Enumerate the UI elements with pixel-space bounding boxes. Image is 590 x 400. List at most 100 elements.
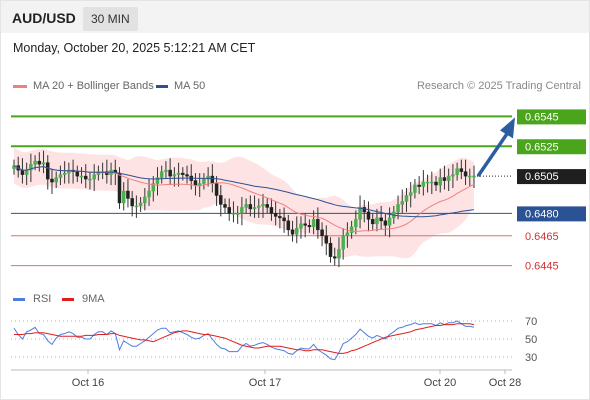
candle-body: [58, 174, 63, 178]
legend-9ma-label: 9MA: [82, 293, 105, 305]
candle-body: [286, 220, 291, 231]
forecast-arrow-shaft: [476, 131, 510, 178]
candle-body: [442, 177, 447, 181]
candle-body: [235, 213, 240, 215]
candle-body: [54, 177, 58, 183]
candle-body: [257, 205, 261, 208]
candle-body: [62, 172, 67, 175]
candle-body: [375, 217, 379, 225]
candle-body: [172, 174, 177, 177]
candle-body: [88, 178, 92, 181]
candle-body: [295, 228, 299, 235]
candle-body: [151, 183, 156, 192]
legend-ma20-label: MA 20 + Bollinger Bands: [33, 80, 154, 92]
candle-body: [248, 204, 253, 210]
rsi-tick-label: 30: [525, 352, 537, 364]
candle-body: [324, 235, 329, 244]
candle-body: [143, 196, 147, 204]
copyright-text: Research © 2025 Trading Central: [416, 80, 581, 92]
candle-body: [459, 168, 464, 172]
candle-body: [358, 207, 362, 220]
level-label-5: 0.6445: [525, 261, 559, 273]
candle-body: [366, 211, 371, 220]
candle-body: [345, 232, 350, 237]
candle-body: [240, 207, 244, 214]
candle-body: [117, 172, 122, 204]
candle-body: [290, 229, 295, 235]
candle-body: [311, 219, 316, 228]
legend-rsi: RSI: [13, 293, 51, 305]
candle-body: [20, 169, 25, 175]
legend-ma50-label: MA 50: [174, 80, 206, 92]
x-tick-label: Oct 28: [489, 377, 521, 389]
candle-body: [134, 205, 139, 208]
candle-body: [159, 171, 164, 178]
candle-body: [354, 219, 358, 228]
level-label-2: 0.6505: [525, 171, 559, 183]
candle-body: [337, 248, 341, 259]
candle-body: [121, 190, 126, 204]
candle-body: [176, 172, 181, 175]
candle-body: [379, 217, 383, 222]
candle-body: [417, 184, 421, 187]
rsi-tick-label: 50: [525, 334, 537, 346]
candle-body: [303, 223, 307, 226]
candle-body: [210, 175, 215, 184]
header-bar: AUD/USD 30 MIN: [1, 1, 589, 33]
candle-body: [79, 175, 84, 178]
candle-body: [307, 225, 312, 228]
candle-body: [273, 213, 278, 217]
level-label-3: 0.6480: [525, 208, 559, 220]
rsi-tick-label: 70: [525, 316, 537, 328]
rsi-line: [13, 320, 475, 361]
candle-body: [396, 204, 400, 213]
level-label-box-2: [517, 169, 586, 185]
candle-body: [387, 217, 392, 226]
bollinger-band: [14, 147, 474, 259]
candle-body: [206, 175, 210, 180]
candle-body: [244, 204, 248, 208]
candle-body: [425, 181, 430, 184]
candle-body: [83, 175, 88, 180]
candle-body: [430, 181, 434, 184]
candle-body: [164, 169, 168, 172]
candle-body: [24, 169, 29, 175]
candle-body: [67, 169, 71, 174]
legend-rsi-swatch: [13, 297, 25, 301]
candle-body: [278, 216, 282, 219]
candle-body: [472, 175, 476, 178]
candle-body: [252, 207, 257, 210]
symbol-title: AUD/USD: [12, 10, 76, 26]
candle-body: [362, 207, 367, 213]
candle-body: [147, 190, 151, 198]
candle-body: [370, 219, 375, 225]
x-tick-label: Oct 17: [249, 377, 281, 389]
candle-body: [214, 183, 219, 196]
candle-body: [468, 175, 472, 178]
candle-body: [219, 195, 223, 205]
candle-body: [223, 204, 227, 208]
candle-body: [421, 181, 426, 187]
candle-body: [126, 190, 130, 199]
candle-body: [265, 204, 269, 208]
candle-body: [282, 217, 286, 222]
candle-body: [50, 178, 54, 183]
level-label-1: 0.6525: [525, 141, 559, 153]
candle-body: [341, 235, 345, 250]
level-label-box-1: [517, 139, 586, 155]
candle-body: [92, 174, 96, 180]
candle-body: [446, 175, 451, 181]
candle-body: [181, 172, 185, 175]
candle-body: [261, 204, 265, 207]
candle-body: [383, 220, 388, 226]
candle-body: [231, 213, 236, 215]
legend-ma50-swatch: [156, 84, 168, 88]
forecast-arrowhead: [500, 117, 515, 139]
candle-body: [75, 171, 80, 177]
timeframe-button[interactable]: 30 MIN: [83, 7, 138, 31]
candle-body: [155, 177, 160, 184]
candle-body: [404, 195, 409, 202]
candle-body: [413, 184, 417, 193]
candle-body: [202, 178, 206, 184]
